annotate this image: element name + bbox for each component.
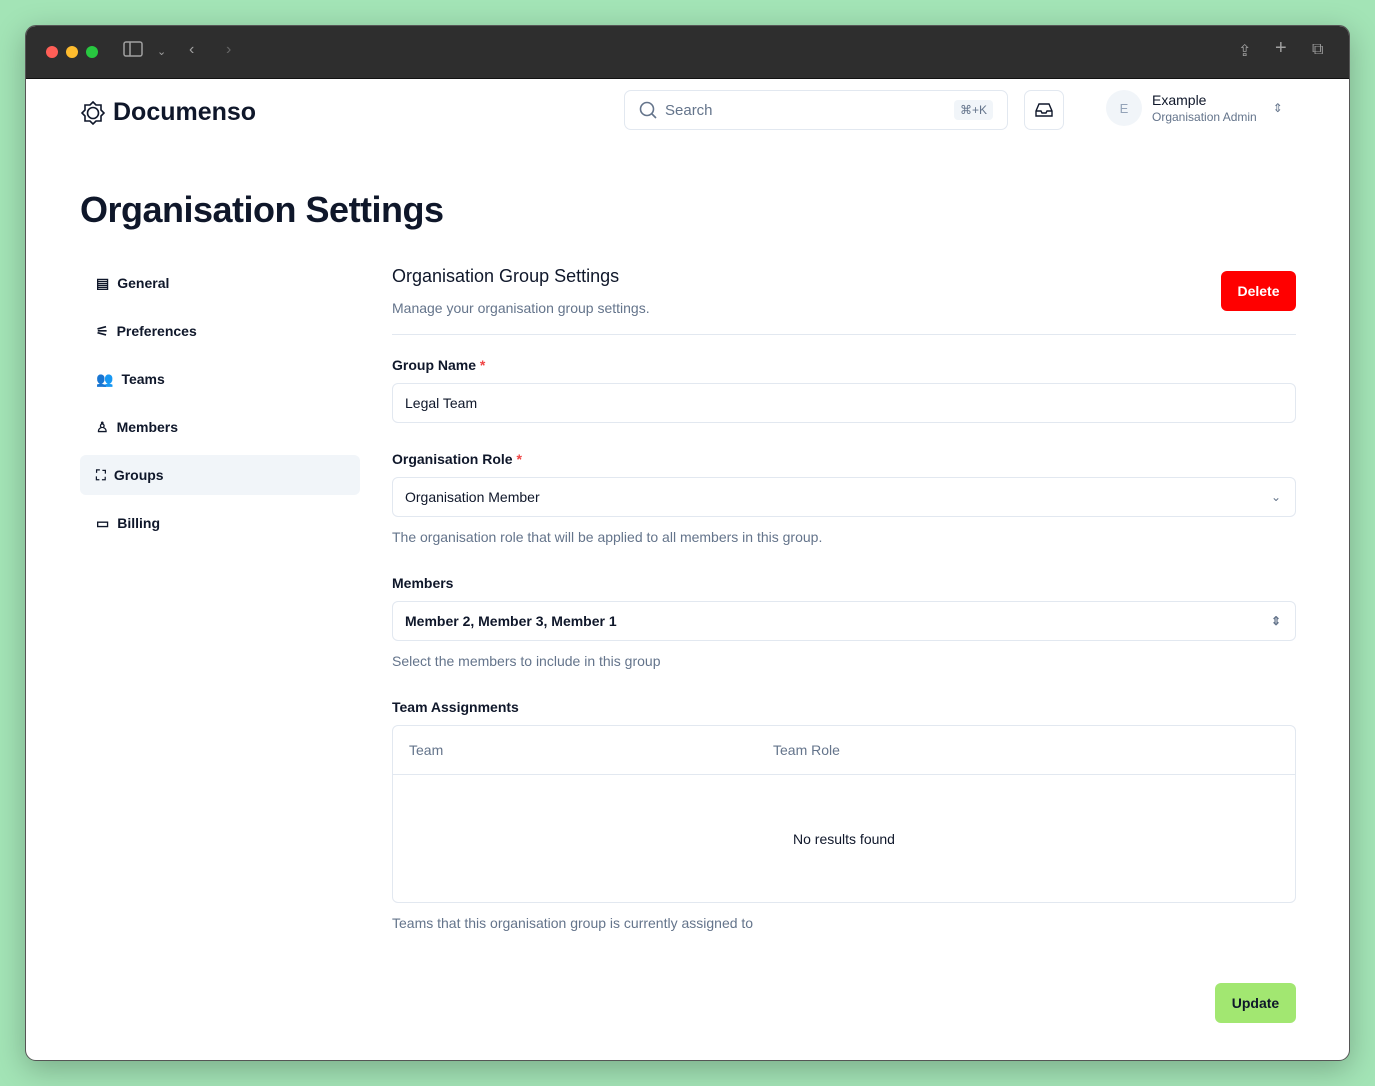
members-value: Member 2, Member 3, Member 1 [405, 613, 617, 629]
members-help: Select the members to include in this gr… [392, 653, 661, 669]
group-icon: ⛶ [96, 466, 106, 483]
sidebar-item-members[interactable]: ♙ Members [80, 407, 360, 447]
sidebar-item-label: Members [116, 419, 179, 435]
group-name-input[interactable]: Legal Team [392, 383, 1296, 423]
zoom-window-button[interactable] [86, 46, 98, 58]
members-select[interactable]: Member 2, Member 3, Member 1 ⇕ [392, 601, 1296, 641]
user-role: Organisation Admin [1152, 110, 1257, 124]
chevron-down-icon: ⌄ [1270, 490, 1281, 504]
page-title: Organisation Settings [80, 189, 444, 230]
sidebar-item-label: General [117, 275, 170, 291]
empty-state: No results found [793, 831, 895, 847]
search-icon [639, 101, 657, 119]
members-label: Members [392, 575, 454, 591]
sidebar-item-groups[interactable]: ⛶ Groups [80, 455, 360, 495]
users-icon: 👥 [96, 370, 114, 387]
sliders-icon: ⚟ [96, 322, 109, 339]
role-select[interactable]: Organisation Member ⌄ [392, 477, 1296, 517]
team-assignments-label: Team Assignments [392, 699, 519, 715]
role-label: Organisation Role * [392, 451, 522, 467]
search-input[interactable]: Search ⌘+K [624, 90, 1008, 130]
role-help: The organisation role that will be appli… [392, 529, 823, 545]
title-bar: ⌄ ‹ › ⇪ + ⧉ [26, 26, 1349, 79]
search-placeholder: Search [665, 101, 713, 119]
inbox-button[interactable] [1024, 90, 1064, 130]
back-icon[interactable]: ‹ [189, 41, 195, 58]
column-team: Team [409, 742, 444, 758]
sidebar-toggle-icon[interactable] [123, 41, 143, 62]
column-team-role: Team Role [773, 742, 840, 758]
user-menu[interactable]: E Example Organisation Admin ⇕ [1106, 90, 1283, 126]
section-title: Organisation Group Settings [392, 266, 620, 286]
chevrons-up-down-icon: ⇕ [1270, 614, 1281, 628]
search-shortcut: ⌘+K [953, 100, 993, 120]
table-header: Team Team Role [393, 726, 1295, 775]
chevrons-up-down-icon: ⇕ [1272, 101, 1283, 115]
logo-icon [81, 100, 105, 125]
credit-card-icon: ▭ [96, 514, 110, 531]
forward-icon[interactable]: › [226, 41, 232, 58]
sidebar-item-label: Teams [121, 371, 165, 387]
share-icon[interactable]: ⇪ [1238, 43, 1252, 60]
update-button[interactable]: Update [1215, 983, 1296, 1023]
sidebar-item-label: Preferences [116, 323, 197, 339]
new-tab-icon[interactable]: + [1275, 37, 1287, 59]
inbox-icon [1035, 103, 1053, 117]
building-icon: ▤ [96, 274, 110, 291]
sidebar-item-label: Groups [113, 467, 164, 483]
chevron-down-icon[interactable]: ⌄ [157, 46, 167, 58]
browser-window: ⌄ ‹ › ⇪ + ⧉ Documenso Search ⌘+K E Examp… [25, 25, 1350, 1061]
user-group-icon: ♙ [96, 418, 109, 435]
sidebar-item-billing[interactable]: ▭ Billing [80, 503, 360, 543]
avatar: E [1106, 90, 1142, 126]
group-settings-form: Organisation Group Settings Manage your … [392, 263, 1296, 1023]
sidebar-item-label: Billing [117, 515, 161, 531]
sidebar-item-general[interactable]: ▤ General [80, 263, 360, 303]
settings-sidebar: ▤ General ⚟ Preferences 👥 Teams ♙ Members ⛶ G… [80, 263, 360, 551]
sidebar-item-preferences[interactable]: ⚟ Preferences [80, 311, 360, 351]
section-description: Manage your organisation group settings. [392, 300, 650, 316]
brand-name: Documenso [113, 98, 257, 126]
role-value: Organisation Member [405, 489, 540, 505]
tabs-overview-icon[interactable]: ⧉ [1312, 41, 1324, 58]
sidebar-item-teams[interactable]: 👥 Teams [80, 359, 360, 399]
group-name-label: Group Name * [392, 357, 486, 373]
divider [392, 334, 1296, 335]
team-assignments-table: Team Team Role No results found [392, 725, 1296, 903]
close-window-button[interactable] [46, 46, 58, 58]
user-name: Example [1152, 92, 1207, 108]
brand-logo[interactable]: Documenso [81, 98, 256, 127]
minimize-window-button[interactable] [66, 46, 78, 58]
team-assignments-help: Teams that this organisation group is cu… [392, 915, 754, 931]
delete-button[interactable]: Delete [1221, 271, 1296, 311]
